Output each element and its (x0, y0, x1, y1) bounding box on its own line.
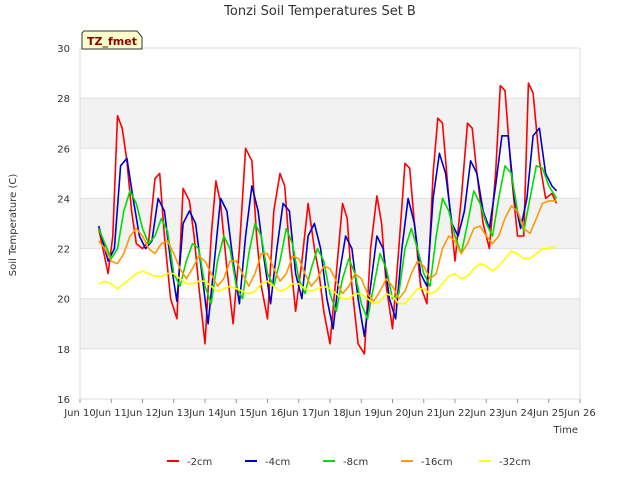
series-line4cm (97, 127, 558, 338)
x-tick-label: Jun 22 (438, 408, 471, 419)
series-line2cm (97, 82, 558, 355)
tag-box: TZ_fmet (81, 30, 143, 50)
legend-label: -32cm (499, 457, 531, 468)
plot-band (80, 98, 580, 149)
x-tick-label: Jun 19 (344, 408, 377, 419)
y-tick-label: 22 (57, 245, 70, 256)
x-tick-label: Jun 23 (469, 408, 502, 419)
y-tick-label: 18 (57, 345, 70, 356)
legend-label: -16cm (421, 457, 453, 468)
x-tick-label: Jun 17 (282, 408, 315, 419)
series-lines (97, 82, 558, 355)
y-tick-label: 16 (57, 395, 70, 406)
y-tick-label: 20 (57, 295, 70, 306)
x-tick-label: Jun 24 (501, 408, 534, 419)
x-tick-label: Jun 26 (563, 408, 596, 419)
legend-label: -2cm (187, 457, 212, 468)
chart-title: Tonzi Soil Temperatures Set B (223, 4, 416, 19)
x-tick-label: Jun 20 (376, 408, 409, 419)
x-tick-label: Jun 11 (94, 408, 127, 419)
x-tick-label: Jun 10 (63, 408, 96, 419)
series-line32cm (98, 245, 557, 305)
legend-label: -8cm (343, 457, 368, 468)
legend-label: -4cm (265, 457, 290, 468)
tag-label: TZ_fmet (87, 35, 137, 48)
x-tick-label: Jun 18 (313, 408, 346, 419)
x-tick-label: Jun 12 (126, 408, 159, 419)
x-tick-label: Jun 13 (157, 408, 190, 419)
plot-bands (80, 98, 580, 349)
legend: -2cm -4cm -8cm -16cm -32cm (167, 457, 531, 468)
x-axis-label: Time (553, 425, 578, 436)
x-tick-label: Jun 14 (188, 408, 221, 419)
y-tick-label: 28 (57, 94, 70, 105)
series-line8cm (97, 165, 558, 320)
y-axis-label: Soil Temperature (C) (8, 174, 19, 277)
x-tick-label: Jun 16 (251, 408, 284, 419)
x-axis-ticks: Jun 10 Jun 11 Jun 12 Jun 13 Jun 14 Jun 15 Jun … (63, 399, 596, 419)
series-line16cm (98, 200, 557, 303)
x-tick-label: Jun 25 (532, 408, 565, 419)
y-tick-label: 30 (57, 44, 70, 55)
y-axis-ticks: 16 18 20 22 24 26 28 30 (57, 44, 70, 406)
x-tick-label: Jun 21 (407, 408, 440, 419)
tag-box-shape (81, 30, 143, 50)
y-tick-label: 24 (57, 194, 70, 205)
y-tick-label: 26 (57, 144, 70, 155)
x-tick-label: Jun 15 (219, 408, 252, 419)
